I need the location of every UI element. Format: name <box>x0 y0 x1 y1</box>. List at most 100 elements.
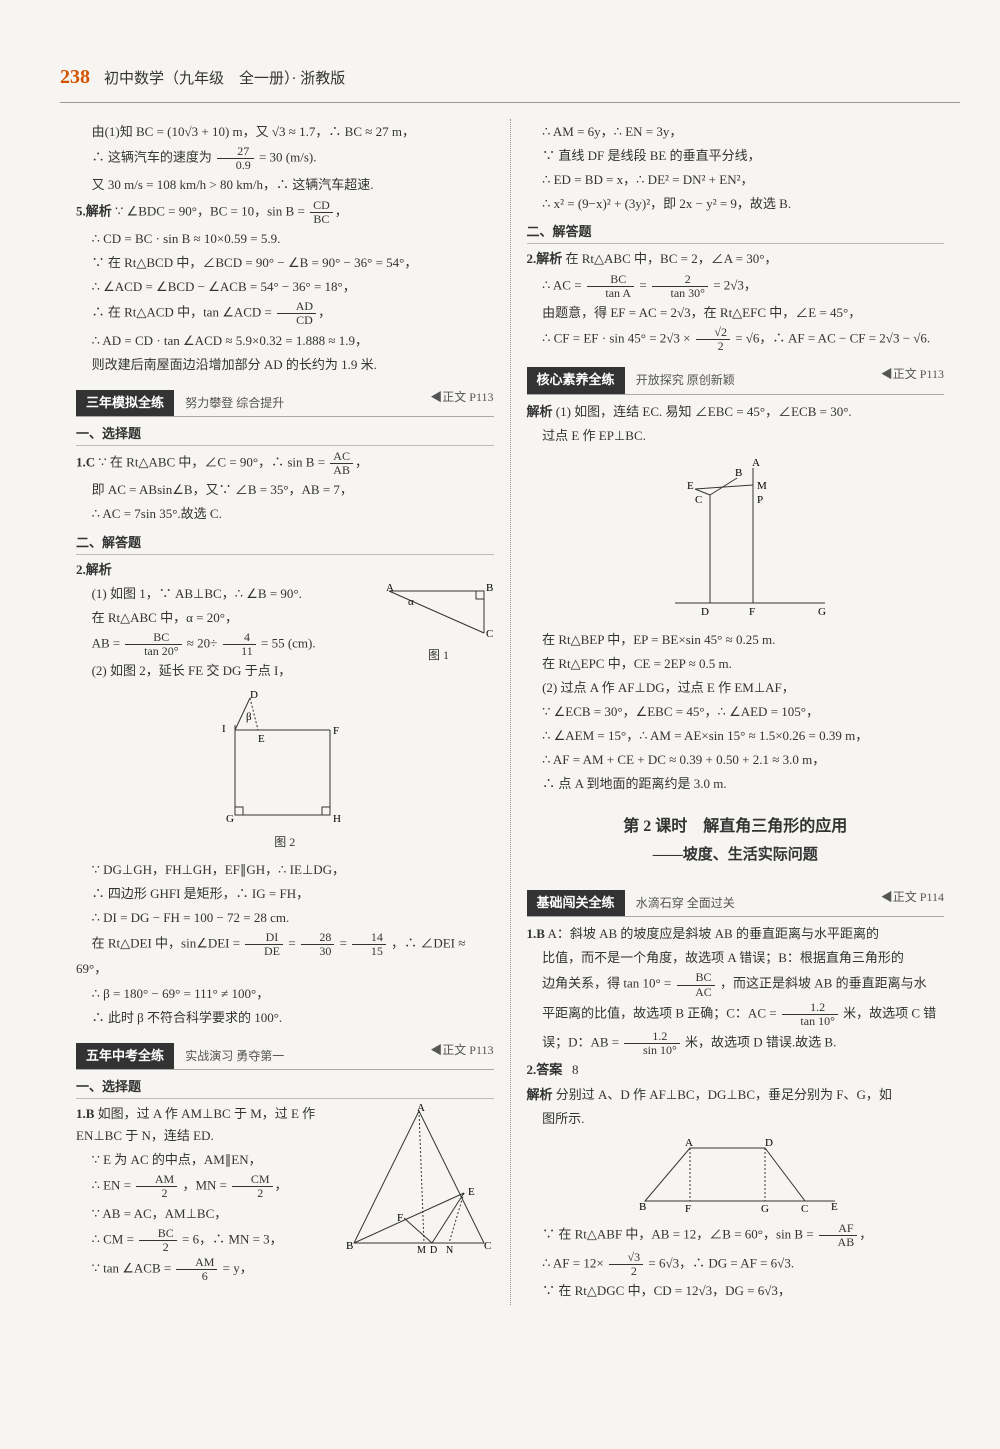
text-fragment: ，而这正是斜坡 AB 的垂直距离与水 <box>720 976 927 991</box>
text-line: 解析 分别过 A、D 作 AF⊥BC，DG⊥BC，垂足分别为 F、G，如 <box>527 1084 945 1106</box>
numerator: DI <box>245 931 283 945</box>
text-fragment: ，MN = <box>182 1178 230 1193</box>
book-title: 初中数学（九年级 全一册）· 浙教版 <box>104 67 345 93</box>
text-fragment: 如图，过 A 作 AM⊥BC 于 M，过 E 作 EN⊥BC 于 N，连结 ED… <box>76 1106 315 1143</box>
text-fragment: ∵ tan ∠ACB = <box>92 1261 175 1276</box>
answer-label: 2.答案 <box>527 1062 563 1077</box>
text-fragment: = 55 (cm). <box>261 636 316 651</box>
figure-trapezoid: A D B F G C E <box>527 1136 945 1216</box>
text-line: 在 Rt△DEI 中，sin∠DEI = DI DE = 28 30 = 14 … <box>76 931 494 980</box>
svg-text:G: G <box>226 813 234 825</box>
denominator: 15 <box>352 945 386 958</box>
numerator: 14 <box>352 931 386 945</box>
figure-label: 图 2 <box>76 832 494 852</box>
section-row: 核心素养全练 开放探究 原创新颖 ◀正文 P113 <box>527 355 945 394</box>
answer-label: 1.C <box>76 455 95 470</box>
numerator: BC <box>139 1227 177 1241</box>
fraction: BC AC <box>677 971 715 998</box>
denominator: 6 <box>176 1270 217 1283</box>
svg-text:B: B <box>486 583 493 594</box>
page-reference: ◀正文 P113 <box>881 364 944 384</box>
answer-value: 8 <box>572 1062 579 1077</box>
figure-triangle: A B C E F M D N <box>344 1103 494 1253</box>
section-subtitle: 实战演习 勇夺第一 <box>185 1049 284 1063</box>
denominator: BC <box>310 213 333 226</box>
numerator: 1.2 <box>624 1030 679 1044</box>
page-number: 238 <box>60 60 90 94</box>
fraction: AF AB <box>819 1222 857 1249</box>
text-fragment: = <box>340 936 351 951</box>
fraction: BC 2 <box>139 1227 177 1254</box>
svg-text:B: B <box>639 1201 646 1213</box>
text-fragment: 分别过 A、D 作 AF⊥BC，DG⊥BC，垂足分别为 F、G，如 <box>556 1087 892 1102</box>
text-line: ∵ ∠ECB = 30°，∠EBC = 45°，∴ ∠AED = 105°， <box>527 701 945 723</box>
section-left: 核心素养全练 开放探究 原创新颖 <box>527 355 735 393</box>
text-line: 1.C ∵ 在 Rt△ABC 中，∠C = 90°，∴ sin B = AC A… <box>76 450 494 477</box>
lesson-subtitle: ——坡度、生活实际问题 <box>527 843 945 869</box>
numerator: 4 <box>223 631 256 645</box>
section-subtitle: 努力攀登 综合提升 <box>185 396 284 410</box>
svg-text:E: E <box>831 1201 838 1213</box>
section-title: 三年模拟全练 <box>76 390 174 416</box>
svg-text:C: C <box>486 628 493 640</box>
denominator: 11 <box>223 645 256 658</box>
text-fragment: ≈ 20÷ <box>187 636 218 651</box>
fraction: BC tan 20° <box>125 631 181 658</box>
numerator: AC <box>330 450 353 464</box>
fraction: CD BC <box>310 199 333 226</box>
text-line: ∴ ED = BD = x，∴ DE² = DN² + EN²， <box>527 169 945 191</box>
right-column: ∴ AM = 6y，∴ EN = 3y， ∵ 直线 DF 是线段 BE 的垂直平… <box>511 119 961 1305</box>
fraction: DI DE <box>245 931 283 958</box>
figure-label: 图 1 <box>384 645 494 665</box>
svg-text:C: C <box>801 1203 808 1215</box>
text-fragment: 误；D：AB = <box>542 1035 622 1050</box>
numerator: BC <box>125 631 181 645</box>
page-header: 238 初中数学（九年级 全一册）· 浙教版 <box>60 60 960 103</box>
section-left: 三年模拟全练 努力攀登 综合提升 <box>76 378 284 416</box>
text-line: 由题意，得 EF = AC = 2√3，在 Rt△EFC 中，∠E = 45°， <box>527 302 945 324</box>
denominator: 2 <box>609 1265 643 1278</box>
text-fragment: 米，故选项 D 错误.故选 B. <box>685 1035 836 1050</box>
rectangle-diagram-icon: D I E F G H β <box>210 690 360 830</box>
two-column-layout: 由(1)知 BC = (10√3 + 10) m，又 √3 ≈ 1.7，∴ BC… <box>60 119 960 1305</box>
text-line: ∵ 在 Rt△BCD 中，∠BCD = 90° − ∠B = 90° − 36°… <box>76 252 494 274</box>
svg-text:P: P <box>757 494 763 506</box>
text-fragment: 平距离的比值，故选项 B 正确；C：AC = <box>542 1005 780 1020</box>
page-reference: ◀正文 P113 <box>430 1040 493 1060</box>
text-fragment: = <box>639 277 650 292</box>
text-line: 2.答案 8 <box>527 1059 945 1081</box>
text-fragment: ∴ AF = 12× <box>542 1256 604 1271</box>
text-line: ∴ β = 180° − 69° = 111° ≠ 100°， <box>76 983 494 1005</box>
text-line: ∴ CF = EF · sin 45° = 2√3 × √2 2 = √6，∴ … <box>527 326 945 353</box>
text-fragment: ∴ CF = EF · sin 45° = 2√3 × <box>542 331 694 346</box>
question-label: 2.解析 <box>527 251 563 266</box>
text-line: 在 Rt△BEP 中，EP = BE×sin 45° ≈ 0.25 m. <box>527 629 945 651</box>
svg-text:E: E <box>258 733 265 745</box>
text-line: (2) 过点 A 作 AF⊥DG，过点 E 作 EM⊥AF， <box>527 677 945 699</box>
denominator: tan 20° <box>125 645 181 658</box>
text-line: 过点 E 作 EP⊥BC. <box>527 425 945 447</box>
fraction: 28 30 <box>301 931 335 958</box>
subsection-heading: 一、选择题 <box>76 1076 494 1099</box>
numerator: 27 <box>217 145 254 159</box>
svg-text:B: B <box>346 1240 353 1252</box>
text-line: ∴ AC = BC tan A = 2 tan 30° = 2√3， <box>527 273 945 300</box>
text-line: ∴ AF = 12× √3 2 = 6√3，∴ DG = AF = 6√3. <box>527 1251 945 1278</box>
denominator: 2 <box>139 1241 177 1254</box>
analysis-label: 解析 <box>527 1087 553 1102</box>
fraction: 27 0.9 <box>217 145 254 172</box>
svg-text:A: A <box>417 1103 425 1114</box>
denominator: tan A <box>587 287 634 300</box>
text-fragment: = √6，∴ AF = AC − CF = 2√3 − √6. <box>735 331 930 346</box>
numerator: AD <box>277 300 316 314</box>
text-line: 5.解析 ∵ ∠BDC = 90°，BC = 10，sin B = CD BC … <box>76 199 494 226</box>
numerator: 28 <box>301 931 335 945</box>
fraction: 4 11 <box>223 631 256 658</box>
text-line: 则改建后南屋面边沿增加部分 AD 的长约为 1.9 米. <box>76 354 494 376</box>
svg-text:H: H <box>333 813 341 825</box>
svg-text:I: I <box>222 723 226 735</box>
svg-text:E: E <box>468 1186 475 1198</box>
text-fragment: = 30 (m/s). <box>259 150 317 165</box>
numerator: BC <box>677 971 715 985</box>
figure-2: D I E F G H β 图 2 <box>76 690 494 852</box>
